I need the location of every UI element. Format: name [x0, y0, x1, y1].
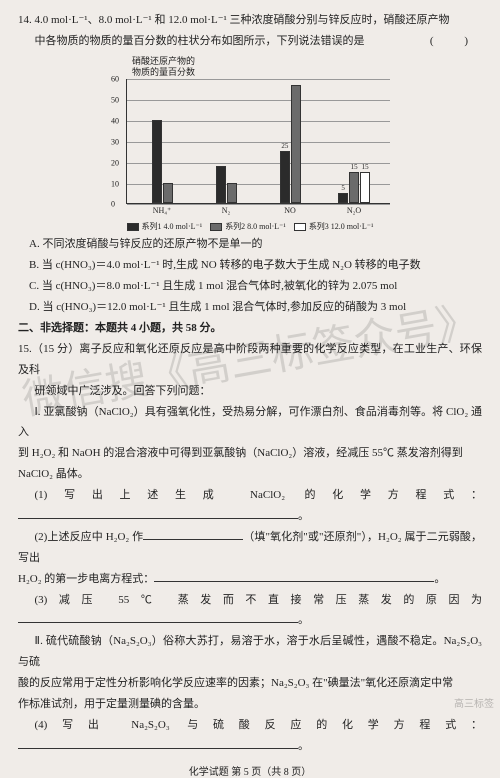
q14-stem-line2: 中各物质的物质的量百分数的柱状分布如图所示，下列说法错误的是 ( ): [18, 31, 482, 52]
q15-sub4: (4)写出 Na₂S₂O₃ 与硫酸反应的化学方程式：。: [18, 715, 482, 757]
blank-1: [18, 507, 298, 519]
q15-sub2b: H₂O₂ 的第一步电离方程式：。: [18, 569, 482, 590]
page-footer: 化学试题 第 5 页（共 8 页）: [18, 763, 482, 778]
option-c: C. 当 c(HNO₃)＝8.0 mol·L⁻¹ 且生成 1 mol 混合气体时…: [29, 276, 482, 297]
blank-4: [18, 611, 298, 623]
option-a: A. 不同浓度硝酸与锌反应的还原产物不是单一的: [29, 234, 482, 255]
blank-3: [154, 570, 434, 582]
q15-part-ii-2: 酸的反应常用于定性分析影响化学反应速率的因素；Na₂S₂O₃ 在"碘量法"氧化还…: [18, 673, 482, 694]
q15-part-i-3: NaClO₂ 晶体。: [18, 464, 482, 485]
section-2-heading: 二、非选择题：本题共 4 小题，共 58 分。: [18, 318, 482, 339]
corner-watermark: 高三标签: [454, 695, 494, 710]
q15-sub3: (3)减压 55℃ 蒸发而不直接常压蒸发的原因为。: [18, 590, 482, 632]
q14-stem-text: 中各物质的物质的量百分数的柱状分布如图所示，下列说法错误的是: [35, 35, 365, 47]
x-axis-labels: NH₄⁺N₂NON₂O: [126, 204, 390, 215]
q15-sub2a: (2)上述反应中 H₂O₂ 作（填"氧化剂"或"还原剂"），H₂O₂ 属于二元弱…: [18, 527, 482, 569]
option-d: D. 当 c(HNO₃)＝12.0 mol·L⁻¹ 且生成 1 mol 混合气体…: [29, 297, 482, 318]
chart-container: 硝酸还原产物的物质的量百分数 2551515 0102030405060 NH₄…: [18, 56, 482, 233]
q15-stem-line1: 15.（15 分）离子反应和氧化还原反应是高中阶段两种重要的化学反应类型，在工业…: [18, 339, 482, 381]
q15-part-i-2: 到 H₂O₂ 和 NaOH 的混合溶液中可得到亚氯酸钠（NaClO₂）溶液，经减…: [18, 443, 482, 464]
q15-sub1: (1)写出上述生成 NaClO₂ 的化学方程式：。: [18, 485, 482, 527]
blank-2: [143, 528, 243, 540]
answer-paren: ( ): [413, 31, 482, 52]
blank-5: [18, 737, 298, 749]
option-b: B. 当 c(HNO₃)＝4.0 mol·L⁻¹ 时,生成 NO 转移的电子数大…: [29, 255, 482, 276]
q15-part-ii-1: Ⅱ. 硫代硫酸钠（Na₂S₂O₃）俗称大苏打，易溶于水，溶于水后呈碱性，遇酸不稳…: [18, 631, 482, 673]
q15-stem-line2: 研领域中广泛涉及。回答下列问题：: [18, 381, 482, 402]
chart-title: 硝酸还原产物的物质的量百分数: [132, 56, 390, 78]
chart-legend: 系列1 4.0 mol·L⁻¹系列2 8.0 mol·L⁻¹系列3 12.0 m…: [110, 221, 390, 232]
q15-part-i-1: Ⅰ. 亚氯酸钠（NaClO₂）具有强氧化性，受热易分解，可作漂白剂、食品消毒剂等…: [18, 402, 482, 444]
bar-chart: 2551515 0102030405060: [126, 79, 390, 204]
q15-part-ii-3: 作标准试剂，用于定量测量碘的含量。: [18, 694, 482, 715]
q14-stem-line1: 14. 4.0 mol·L⁻¹、8.0 mol·L⁻¹ 和 12.0 mol·L…: [18, 10, 482, 31]
